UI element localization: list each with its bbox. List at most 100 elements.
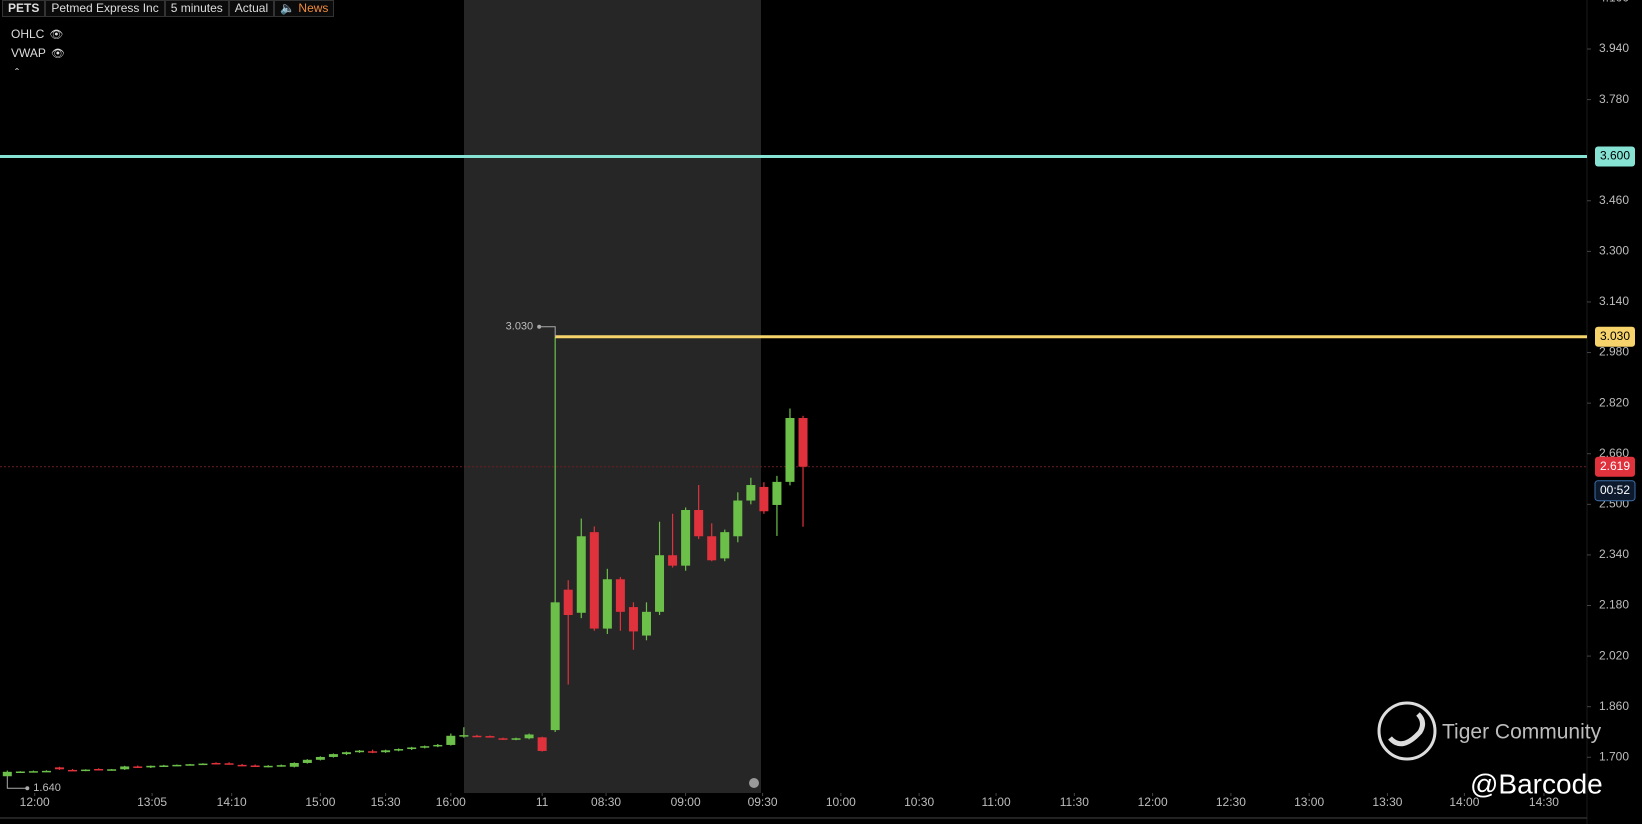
y-tick-label: 2.340 xyxy=(1599,547,1629,561)
y-tick-label: 2.180 xyxy=(1599,598,1629,612)
x-tick-label: 13:00 xyxy=(1294,795,1324,809)
y-tick-label: 2.980 xyxy=(1599,345,1629,359)
candle-body xyxy=(628,607,638,632)
candle-body xyxy=(68,769,78,772)
level-box xyxy=(1595,326,1635,347)
news-label[interactable]: News xyxy=(298,1,329,15)
logo-tiger xyxy=(1388,712,1426,747)
news[interactable]: 🔈 News xyxy=(274,0,335,17)
x-tick-label: 10:30 xyxy=(904,795,934,809)
indicator-name: VWAP xyxy=(11,46,46,60)
candle-body xyxy=(550,602,560,731)
candle-body xyxy=(120,766,130,770)
mode[interactable]: Actual xyxy=(228,0,275,17)
y-tick-label: 3.140 xyxy=(1599,294,1629,308)
x-tick-label: 14:30 xyxy=(1529,795,1559,809)
candle-body xyxy=(289,762,299,767)
candle-body xyxy=(2,771,12,777)
candle-body xyxy=(707,536,717,561)
x-tick-label: 09:00 xyxy=(671,795,701,809)
candle-body xyxy=(798,418,808,467)
candle-body xyxy=(589,532,599,629)
collapse-caret[interactable]: ˆ xyxy=(15,66,19,80)
candle-body xyxy=(641,611,651,636)
candle-body xyxy=(41,770,51,773)
candle-body xyxy=(733,500,743,537)
candle-body xyxy=(746,485,756,501)
candle-body xyxy=(276,765,286,767)
candle-body xyxy=(133,766,143,768)
candle-body xyxy=(107,769,117,771)
candle-body xyxy=(28,771,38,773)
x-tick-label: 12:30 xyxy=(1216,795,1246,809)
candle-body xyxy=(615,579,625,612)
candle-body xyxy=(576,536,586,613)
watermark-text: Tiger Community xyxy=(1442,721,1602,744)
interval[interactable]: 5 minutes xyxy=(164,0,229,17)
high-marker xyxy=(539,326,556,337)
watermark: Tiger Community @Barcode xyxy=(1377,701,1603,799)
y-tick-label: 2.820 xyxy=(1599,395,1629,409)
candle-body xyxy=(759,486,769,512)
x-tick-label: 14:10 xyxy=(217,795,247,809)
candle-body xyxy=(407,747,417,750)
low-marker xyxy=(6,776,28,789)
candle-body xyxy=(433,744,443,747)
candle-body xyxy=(446,735,456,745)
candle-body xyxy=(785,418,795,482)
x-tick-label: 08:30 xyxy=(591,795,621,809)
indicator[interactable]: VWAP 👁 xyxy=(11,46,65,60)
countdown: 00:52 xyxy=(1600,483,1630,497)
indicator[interactable]: OHLC 👁 xyxy=(11,27,63,41)
candle-body xyxy=(211,762,221,765)
candle-body xyxy=(263,765,273,768)
candle-body xyxy=(563,589,573,615)
y-tick-label: 4.100 xyxy=(1599,0,1629,5)
candle-body xyxy=(159,765,169,767)
x-tick-label: 12:00 xyxy=(1138,795,1168,809)
candle-body xyxy=(328,754,338,757)
candle-body xyxy=(146,765,156,768)
candle-body xyxy=(420,746,430,748)
candle-body xyxy=(681,510,691,566)
x-tick-label: 12:00 xyxy=(20,795,50,809)
candle-body xyxy=(668,555,678,566)
candle-body xyxy=(198,763,208,766)
candle-body xyxy=(250,765,260,767)
y-tick-label: 1.860 xyxy=(1599,699,1629,713)
symbol[interactable]: PETS xyxy=(2,0,46,17)
candle-body xyxy=(355,750,365,753)
x-tick-label: 15:30 xyxy=(371,795,401,809)
y-tick-label: 3.300 xyxy=(1599,244,1629,258)
candle-body xyxy=(772,481,782,505)
indicator-name: OHLC xyxy=(11,27,45,41)
x-tick-label: 16:00 xyxy=(436,795,466,809)
candle-body xyxy=(237,764,247,767)
level-box xyxy=(1595,146,1635,167)
candle-body xyxy=(185,764,195,766)
eye-icon[interactable]: 👁 xyxy=(50,47,65,60)
level-label: 3.600 xyxy=(1600,149,1630,163)
candle-body xyxy=(54,767,64,770)
candle-body xyxy=(694,510,704,537)
countdown-box xyxy=(1594,480,1636,502)
sun-icon xyxy=(749,778,759,788)
candle-body xyxy=(81,769,91,772)
logo xyxy=(1377,701,1437,761)
candle-body xyxy=(720,532,730,559)
x-tick-label: 11:30 xyxy=(1060,795,1089,809)
candle-body xyxy=(172,764,182,767)
y-tick-label: 3.780 xyxy=(1599,92,1629,106)
x-tick-label: 11:00 xyxy=(982,795,1011,809)
candle-body xyxy=(315,756,325,760)
x-tick-label: 14:00 xyxy=(1449,795,1479,809)
y-tick-label: 1.700 xyxy=(1599,749,1629,763)
eye-icon[interactable]: 👁 xyxy=(49,28,64,41)
high-dot xyxy=(537,324,542,329)
candle-body xyxy=(602,579,612,629)
header: PETS Petmed Express Inc 5 minutes Actual… xyxy=(2,0,335,17)
candle-body xyxy=(94,768,104,771)
candle-body xyxy=(224,763,234,765)
